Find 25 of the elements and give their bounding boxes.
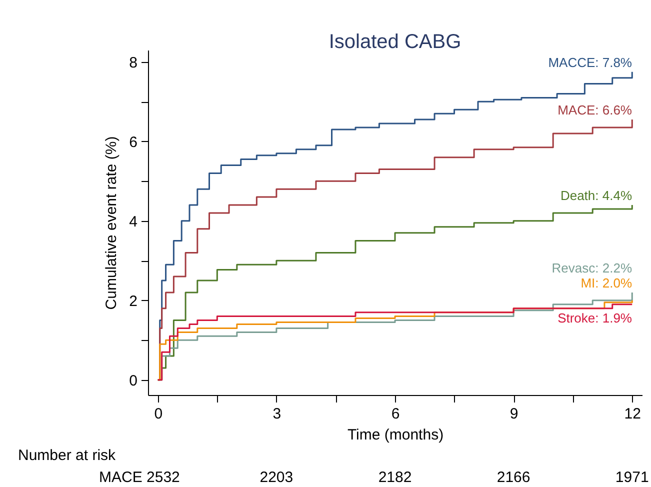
- text: 2182: [378, 469, 412, 486]
- chart-title: Isolated CABG: [328, 31, 462, 53]
- annotation: MACCE: 7.8%: [548, 54, 632, 70]
- x-axis-title: Time (months): [347, 426, 444, 444]
- x-tick-label: 6: [391, 406, 400, 422]
- y-axis-title: Cumulative event rate (%): [103, 136, 120, 310]
- annotation: Death: 4.4%: [560, 188, 632, 204]
- text: MACE 2532: [99, 469, 180, 486]
- x-tick-label: 0: [154, 406, 163, 422]
- annotation: MACE: 6.6%: [558, 102, 632, 118]
- text: 1971: [615, 469, 649, 486]
- text: Number at risk: [18, 447, 116, 464]
- y-tick-label: 2: [129, 292, 138, 310]
- text: 2166: [496, 469, 530, 486]
- text: 2203: [260, 469, 294, 486]
- annotation: Stroke: 1.9%: [558, 310, 632, 326]
- y-tick-label: 6: [129, 134, 138, 151]
- x-tick-label: 12: [624, 406, 641, 422]
- y-tick-label: 4: [129, 213, 138, 230]
- annotation: MI: 2.0%: [580, 275, 632, 290]
- y-tick-label: 0: [129, 372, 138, 390]
- y-tick-label: 8: [129, 54, 138, 72]
- annotation: Revasc: 2.2%: [552, 260, 632, 276]
- x-tick-label: 3: [272, 406, 282, 422]
- x-tick-label: 9: [510, 406, 518, 422]
